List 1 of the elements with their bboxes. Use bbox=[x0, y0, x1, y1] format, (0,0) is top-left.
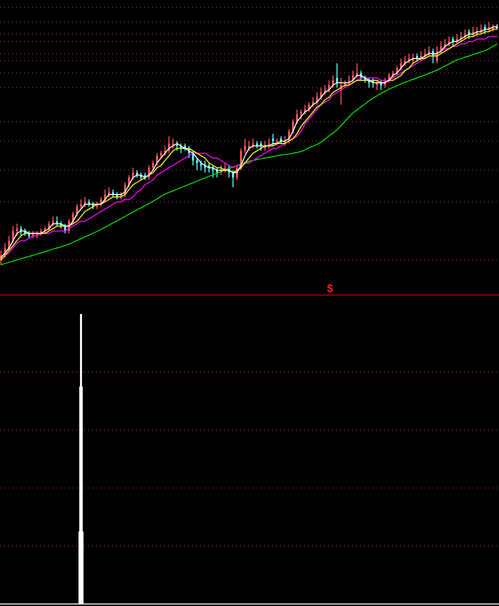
text: $ bbox=[326, 283, 334, 295]
